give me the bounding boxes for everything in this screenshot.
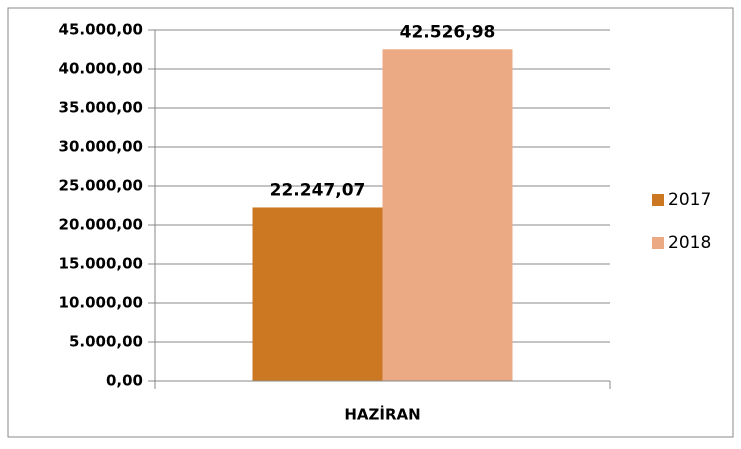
legend-label: 2017 xyxy=(668,190,711,210)
y-tick-label: 30.000,00 xyxy=(59,138,143,156)
legend-swatch xyxy=(652,237,664,249)
y-tick-label: 10.000,00 xyxy=(59,294,143,312)
value-label: 42.526,98 xyxy=(400,22,496,42)
value-label: 22.247,07 xyxy=(270,180,366,200)
y-tick-label: 25.000,00 xyxy=(59,177,143,195)
y-tick-label: 35.000,00 xyxy=(59,99,143,117)
y-tick-label: 15.000,00 xyxy=(59,255,143,273)
y-tick-label: 20.000,00 xyxy=(59,216,143,234)
bar xyxy=(382,49,513,382)
x-tick-label: HAZİRAN xyxy=(344,405,420,424)
y-tick-label: 40.000,00 xyxy=(59,60,143,78)
y-tick-label: 45.000,00 xyxy=(59,21,143,39)
legend-swatch xyxy=(652,194,664,206)
bar xyxy=(252,207,383,381)
legend-label: 2018 xyxy=(668,233,711,253)
y-tick-label: 5.000,00 xyxy=(69,333,143,351)
y-tick-label: 0,00 xyxy=(106,372,143,390)
